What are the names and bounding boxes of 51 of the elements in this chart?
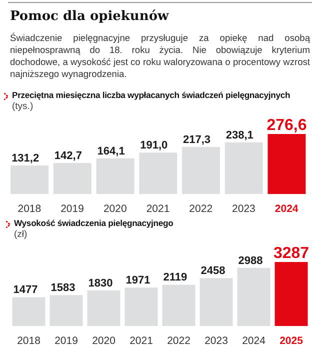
x-tick-label: 2020 (92, 335, 116, 347)
bar (237, 268, 270, 326)
bar (268, 134, 306, 194)
x-tick-label: 2023 (204, 335, 228, 347)
x-tick-label: 2020 (103, 203, 127, 215)
x-tick-label: 2022 (189, 203, 213, 215)
chart-title: Przeciętna miesięczna liczba wypłacanych świadczeń pielęgnacyjnych (11, 90, 292, 100)
data-label: 238,1 (226, 129, 254, 142)
data-label: 276,6 (266, 117, 307, 134)
data-label: 142,7 (54, 150, 82, 162)
y-axis-title: (tys.) (11, 101, 34, 112)
data-label: 131,2 (12, 152, 40, 165)
bar (224, 142, 263, 194)
bar (182, 146, 220, 194)
data-label: 191,0 (140, 140, 168, 152)
bar (124, 288, 158, 326)
x-tick-label: 2024 (242, 335, 266, 347)
x-tick-label: 2021 (130, 335, 154, 347)
bar (96, 158, 134, 194)
bar (139, 152, 178, 194)
x-tick-label: 2023 (232, 203, 256, 215)
bar (12, 297, 46, 326)
x-tick-label: 2018 (17, 335, 41, 347)
x-tick-label: 2021 (146, 203, 170, 215)
data-label: 3287 (273, 245, 310, 262)
data-label: 1477 (13, 284, 38, 296)
data-label: 1583 (50, 282, 76, 294)
data-label: 2988 (238, 254, 263, 267)
text: Świadczenie pielęgnacyjne przysługuje za opiekę nad osobą niepełnosprawną do 18. roku życia. Nie obowiązuje kryterium dochodowe, a wysokość jest co roku waloryzowana o procentowy wzrost najniższego wynagrodzenia. (10, 32, 310, 80)
bar (200, 278, 233, 326)
bar (50, 295, 83, 326)
x-tick-label: 2025 (280, 335, 304, 347)
data-label: 217,3 (183, 134, 211, 146)
x-tick-label: 2024 (274, 203, 298, 215)
bar (87, 290, 120, 326)
data-label: 1830 (88, 277, 113, 290)
text: Pomoc dla opiekunów (10, 9, 170, 24)
data-label: 2458 (200, 265, 226, 278)
x-tick-label: 2019 (54, 335, 78, 347)
chart-title: Wysokość świadczenia pielęgnacyjnego (13, 218, 174, 228)
bar (53, 163, 92, 194)
data-label: 2119 (163, 272, 188, 284)
bar (162, 284, 196, 326)
x-tick-label: 2022 (167, 335, 191, 347)
bar (10, 166, 49, 194)
x-tick-label: 2019 (60, 203, 84, 215)
bar (274, 262, 308, 326)
y-axis-title: (zł) (13, 229, 28, 240)
data-label: 1971 (126, 274, 150, 287)
x-tick-label: 2018 (18, 203, 42, 215)
data-label: 164,1 (97, 145, 125, 158)
